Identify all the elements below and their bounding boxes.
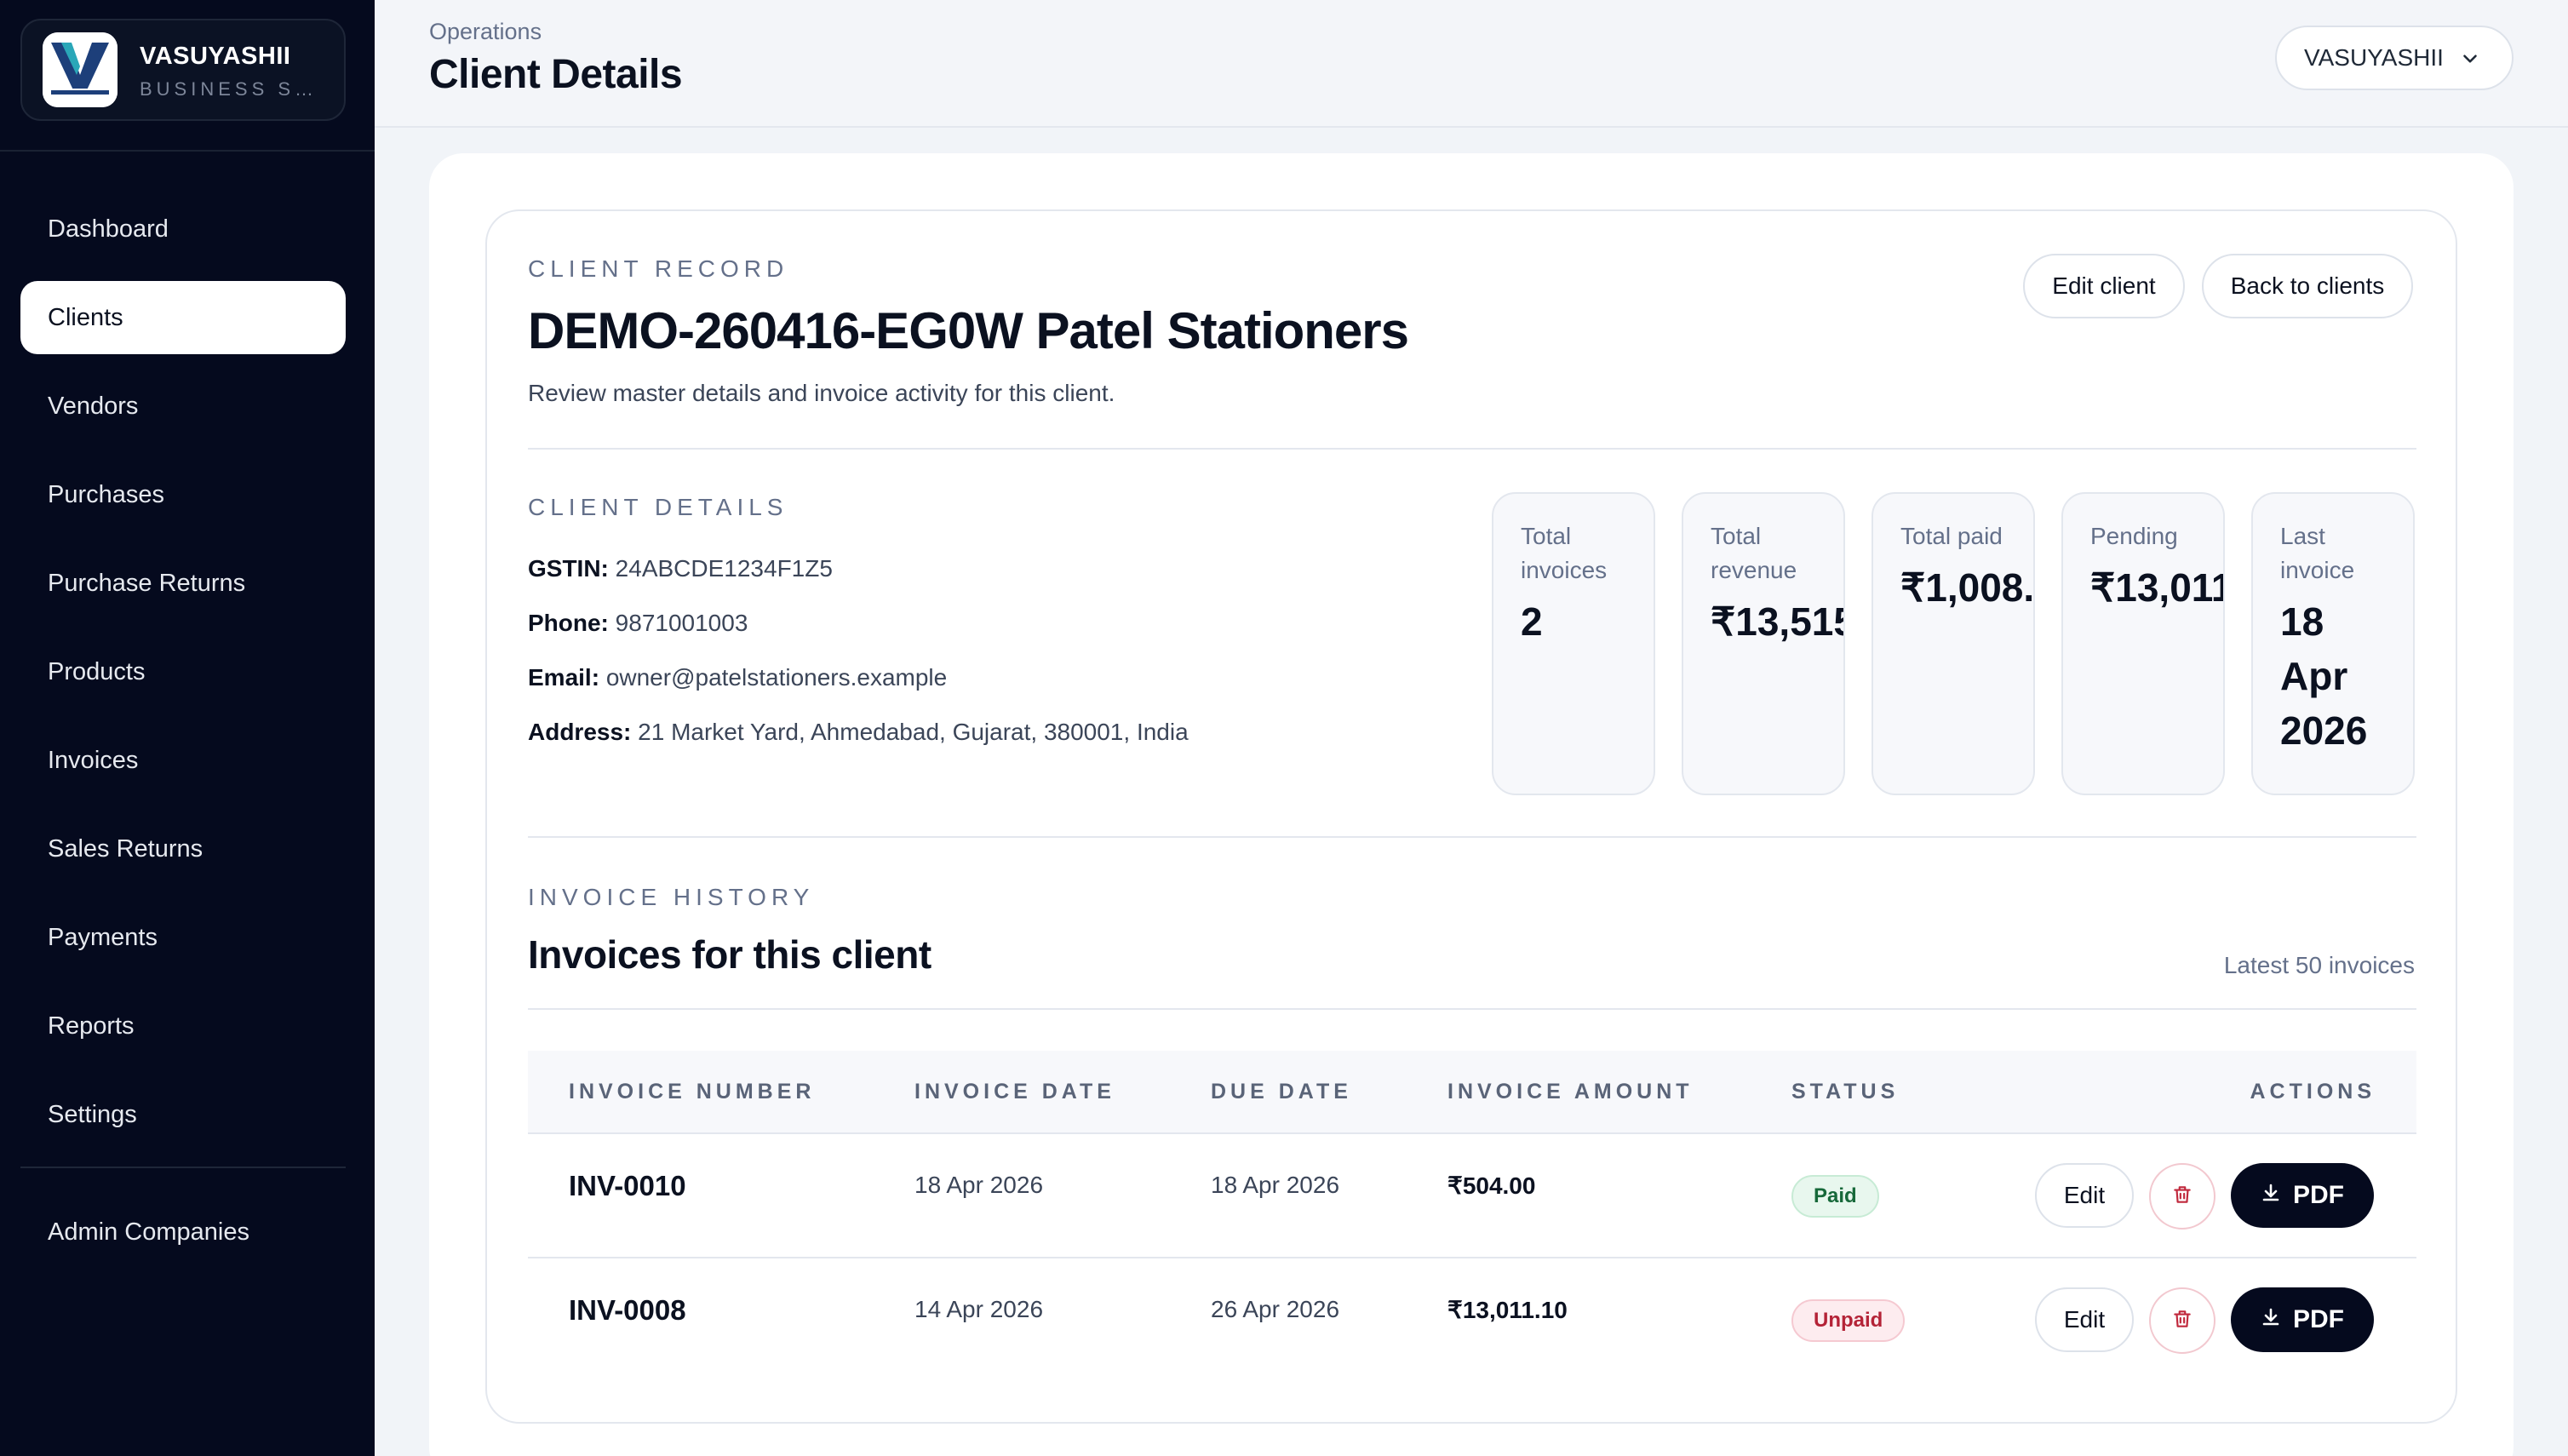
client-record-eyebrow: CLIENT RECORD [528, 255, 789, 282]
invoice-number[interactable]: INV-0010 [569, 1170, 686, 1201]
invoice-date: 18 Apr 2026 [914, 1172, 1044, 1198]
back-to-clients-button[interactable]: Back to clients [2202, 254, 2413, 318]
stat-label: Total paid [1900, 523, 2003, 549]
sidebar-item-vendors[interactable]: Vendors [48, 392, 139, 420]
status-badge: Unpaid [1791, 1299, 1906, 1342]
stat-pending: Pending ₹13,011.10 [2061, 492, 2225, 795]
company-select-value: VASUYASHII [2304, 44, 2444, 71]
stat-label: Pending [2090, 523, 2178, 549]
delete-invoice-button[interactable] [2149, 1163, 2215, 1230]
top-bar: Operations Client Details VASUYASHII [375, 0, 2568, 128]
sidebar-item-clients[interactable]: Clients [20, 281, 346, 354]
trash-icon [2171, 1308, 2193, 1334]
stat-total-invoices: Total invoices 2 [1492, 492, 1655, 795]
stat-label: Total revenue [1711, 523, 1797, 583]
stat-total-paid: Total paid ₹1,008.00 [1872, 492, 2035, 795]
column-header: STATUS [1791, 1080, 1900, 1103]
sidebar-item-purchases[interactable]: Purchases [48, 480, 165, 508]
brand-card[interactable]: VASUYASHII BUSINESS SUITE [20, 19, 346, 121]
address-label: Address: [528, 719, 632, 745]
sidebar-item-products[interactable]: Products [48, 657, 146, 685]
brand-name: VASUYASHII [140, 43, 291, 70]
stat-value: ₹13,515.10 [1711, 599, 1843, 644]
pdf-label: PDF [2293, 1305, 2344, 1333]
gstin-value: 24ABCDE1234F1Z5 [615, 555, 833, 582]
sidebar-item-reports[interactable]: Reports [48, 1012, 135, 1040]
client-record-card: CLIENT RECORD DEMO-260416-EG0W Patel Sta… [485, 209, 2457, 1424]
invoice-history-eyebrow: INVOICE HISTORY [528, 884, 815, 910]
email-label: Email: [528, 664, 600, 691]
client-details-eyebrow: CLIENT DETAILS [528, 494, 788, 520]
email-line: Email: owner@patelstationers.example [528, 664, 947, 691]
client-title: DEMO-260416-EG0W Patel Stationers [528, 302, 1409, 359]
sidebar: VASUYASHII BUSINESS SUITE Dashboard Clie… [0, 0, 375, 1456]
stat-value: ₹1,008.00 [1900, 565, 2035, 610]
delete-invoice-button[interactable] [2149, 1287, 2215, 1354]
trash-icon [2171, 1184, 2193, 1210]
edit-invoice-button[interactable]: Edit [2035, 1163, 2134, 1228]
breadcrumb[interactable]: Operations [429, 19, 542, 44]
divider [528, 836, 2416, 838]
sidebar-item-settings[interactable]: Settings [48, 1100, 137, 1128]
sidebar-item-dashboard[interactable]: Dashboard [48, 215, 169, 243]
invoices-count-note: Latest 50 invoices [2223, 952, 2415, 978]
table-header: INVOICE NUMBER INVOICE DATE DUE DATE INV… [528, 1051, 2416, 1134]
stat-value: ₹13,011.10 [2090, 565, 2223, 610]
sidebar-admin-divider [20, 1167, 346, 1168]
main-panel: CLIENT RECORD DEMO-260416-EG0W Patel Sta… [429, 153, 2514, 1456]
download-icon [2261, 1305, 2281, 1334]
column-header: INVOICE AMOUNT [1447, 1080, 1694, 1103]
column-header: INVOICE NUMBER [569, 1080, 816, 1103]
client-description: Review master details and invoice activi… [528, 380, 1115, 406]
pdf-label: PDF [2293, 1181, 2344, 1209]
stat-total-revenue: Total revenue ₹13,515.10 [1682, 492, 1845, 795]
stat-last-invoice: Last invoice 18 Apr 2026 [2251, 492, 2415, 795]
invoice-amount: ₹504.00 [1447, 1172, 1536, 1199]
page-title: Client Details [429, 52, 683, 97]
brand-subtitle: BUSINESS SUITE [140, 78, 327, 100]
invoice-number[interactable]: INV-0008 [569, 1294, 686, 1326]
chevron-down-icon [2459, 48, 2481, 76]
invoice-amount: ₹13,011.10 [1447, 1297, 1568, 1323]
sidebar-item-payments[interactable]: Payments [48, 923, 158, 951]
company-select[interactable]: VASUYASHII [2275, 26, 2514, 90]
invoices-title: Invoices for this client [528, 932, 931, 977]
column-header: ACTIONS [2250, 1080, 2376, 1103]
sidebar-item-sales-returns[interactable]: Sales Returns [48, 834, 203, 863]
download-pdf-button[interactable]: PDF [2231, 1163, 2374, 1228]
phone-line: Phone: 9871001003 [528, 610, 748, 637]
table-row: INV-0010 18 Apr 2026 18 Apr 2026 ₹504.00… [528, 1134, 2416, 1258]
due-date: 26 Apr 2026 [1211, 1296, 1340, 1322]
sidebar-nav: Dashboard Clients Vendors Purchases Purc… [20, 192, 346, 1167]
divider [528, 448, 2416, 450]
sidebar-divider [0, 150, 375, 152]
download-icon [2261, 1181, 2281, 1210]
sidebar-item-invoices[interactable]: Invoices [48, 746, 139, 774]
brand-logo [43, 32, 118, 107]
edit-client-button[interactable]: Edit client [2023, 254, 2185, 318]
edit-invoice-button[interactable]: Edit [2035, 1287, 2134, 1352]
address-line: Address: 21 Market Yard, Ahmedabad, Guja… [528, 719, 1189, 746]
table-row: INV-0008 14 Apr 2026 26 Apr 2026 ₹13,011… [528, 1258, 2416, 1383]
phone-label: Phone: [528, 610, 609, 636]
divider [528, 1008, 2416, 1010]
column-header: INVOICE DATE [914, 1080, 1115, 1103]
invoice-date: 14 Apr 2026 [914, 1296, 1044, 1322]
due-date: 18 Apr 2026 [1211, 1172, 1340, 1198]
stat-label: Last invoice [2280, 523, 2355, 583]
gstin-label: GSTIN: [528, 555, 609, 582]
gstin-line: GSTIN: 24ABCDE1234F1Z5 [528, 555, 833, 582]
sidebar-item-admin-companies[interactable]: Admin Companies [48, 1218, 249, 1246]
stat-value: 18 Apr 2026 [2280, 599, 2368, 753]
column-header: DUE DATE [1211, 1080, 1352, 1103]
address-value: 21 Market Yard, Ahmedabad, Gujarat, 3800… [638, 719, 1189, 745]
email-value: owner@patelstationers.example [605, 664, 948, 691]
status-badge: Paid [1791, 1175, 1879, 1218]
download-pdf-button[interactable]: PDF [2231, 1287, 2374, 1352]
sidebar-item-purchase-returns[interactable]: Purchase Returns [48, 569, 246, 597]
stat-value: 2 [1521, 599, 1543, 644]
phone-value: 9871001003 [615, 610, 748, 636]
invoices-table: INVOICE NUMBER INVOICE DATE DUE DATE INV… [528, 1051, 2416, 1383]
stat-label: Total invoices [1521, 523, 1608, 583]
